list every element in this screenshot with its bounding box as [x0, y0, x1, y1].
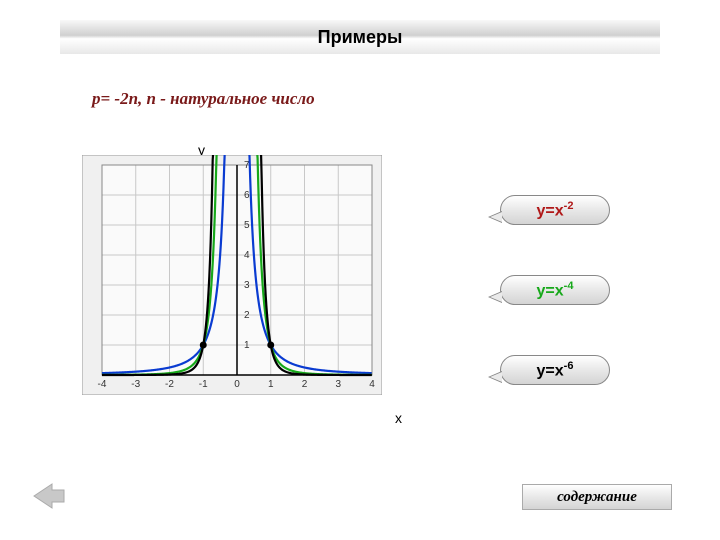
svg-text:0: 0 — [234, 379, 240, 390]
legend-label: у=х-4 — [537, 280, 574, 300]
svg-text:5: 5 — [244, 220, 250, 231]
svg-text:-3: -3 — [131, 379, 140, 390]
svg-text:4: 4 — [369, 379, 375, 390]
svg-text:4: 4 — [244, 250, 250, 261]
legend-label: у=х-2 — [537, 200, 574, 220]
title-bar: Примеры — [60, 20, 660, 54]
svg-text:-4: -4 — [98, 379, 107, 390]
callout-tail-inner — [490, 292, 502, 302]
legend-button-0[interactable]: у=х-2 — [500, 195, 610, 225]
contents-button[interactable]: содержание — [522, 484, 672, 510]
svg-text:1: 1 — [244, 340, 250, 351]
callout-tail-inner — [490, 212, 502, 222]
svg-text:-1: -1 — [199, 379, 208, 390]
legend-button-2[interactable]: у=х-6 — [500, 355, 610, 385]
svg-text:3: 3 — [244, 280, 250, 291]
legend-label: у=х-6 — [537, 360, 574, 380]
svg-text:2: 2 — [302, 379, 308, 390]
svg-text:2: 2 — [244, 310, 250, 321]
callout-tail-inner — [490, 372, 502, 382]
legend-button-1[interactable]: у=х-4 — [500, 275, 610, 305]
subtitle-box: p= -2n, n - натуральное число — [80, 84, 420, 114]
title-text: Примеры — [318, 27, 403, 48]
svg-text:-2: -2 — [165, 379, 174, 390]
x-axis-label: х — [395, 410, 402, 426]
svg-text:1: 1 — [268, 379, 274, 390]
back-arrow-icon — [30, 482, 66, 510]
subtitle-text: p= -2n, n - натуральное число — [92, 89, 315, 109]
svg-text:3: 3 — [335, 379, 341, 390]
chart: -4-3-2-1012341234567 — [82, 155, 382, 400]
svg-text:6: 6 — [244, 190, 250, 201]
contents-label: содержание — [557, 489, 637, 506]
back-button[interactable] — [30, 482, 66, 510]
